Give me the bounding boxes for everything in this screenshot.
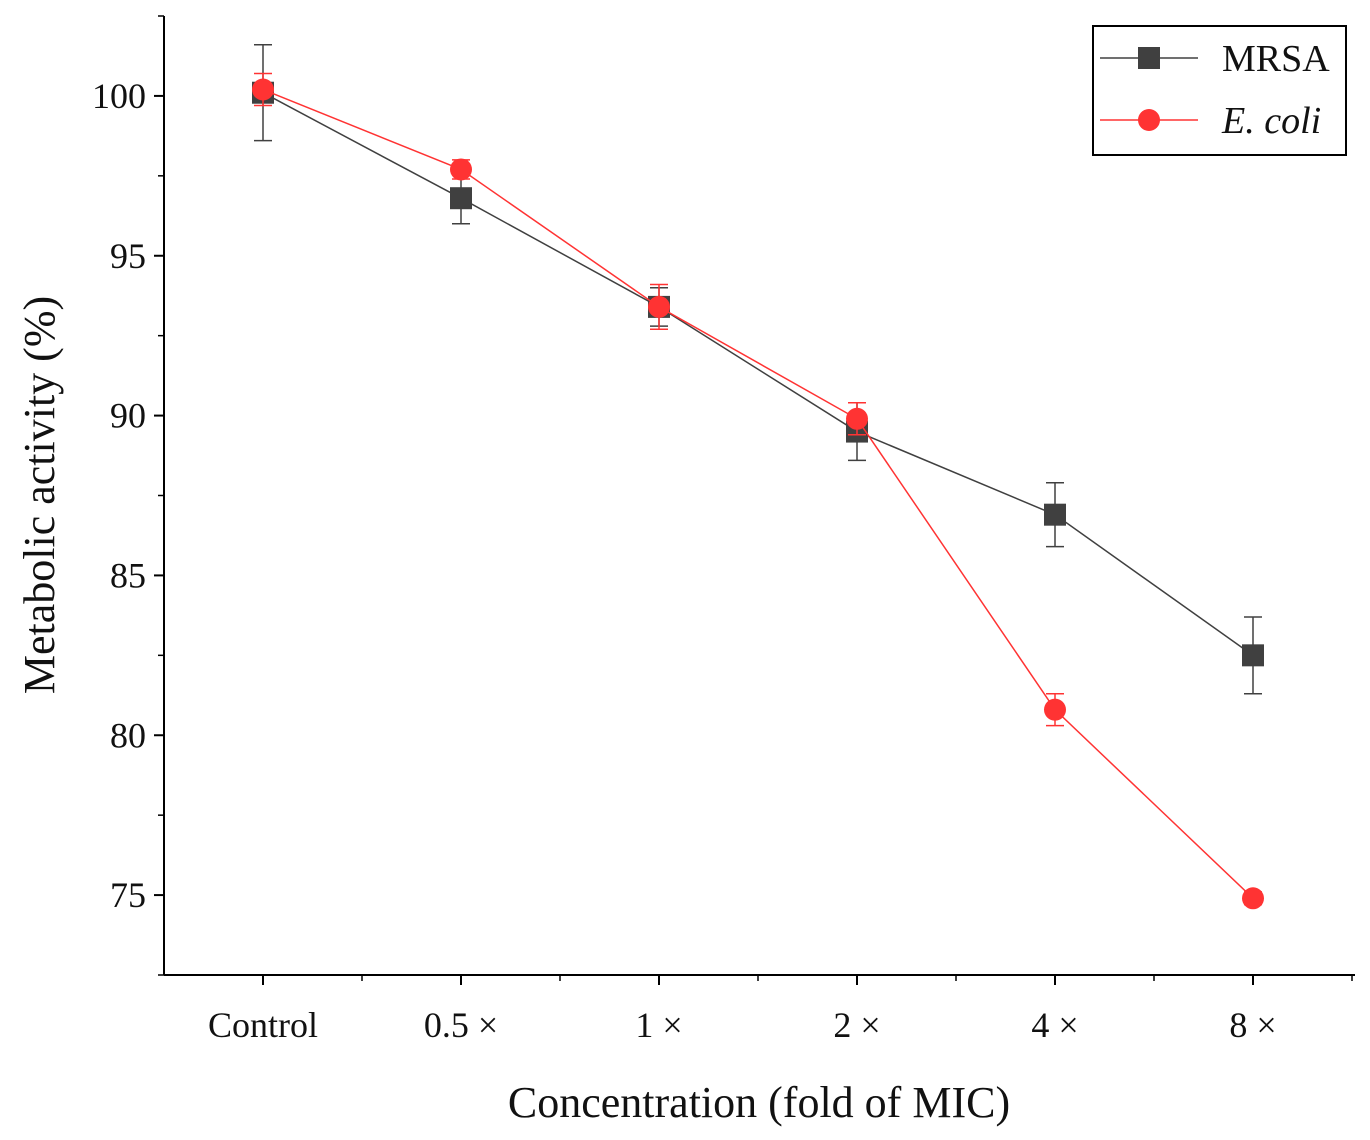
- x-tick-label: 1 ×: [635, 1005, 682, 1045]
- y-axis: 75 80 85 90 95 100: [92, 15, 164, 976]
- data-point: [648, 295, 670, 318]
- y-axis-title: Metabolic activity (%): [15, 296, 64, 694]
- legend-marker: [1138, 109, 1160, 131]
- legend-item-0: MRSA: [1100, 38, 1330, 80]
- data-point: [450, 187, 472, 210]
- legend-box: [1092, 25, 1347, 156]
- y-tick-label: 95: [110, 236, 146, 276]
- series-line: [262, 88, 1254, 899]
- series-1: [252, 72, 1264, 910]
- legend-label: MRSA: [1222, 38, 1330, 80]
- x-tick-label: 8 ×: [1229, 1005, 1276, 1045]
- data-point: [450, 158, 472, 181]
- x-tick-label: Control: [208, 1005, 318, 1045]
- data-point: [1044, 698, 1066, 721]
- series-line: [262, 92, 1254, 656]
- y-tick-label: 85: [110, 555, 146, 595]
- data-point: [252, 78, 274, 101]
- x-tick-label: 2 ×: [833, 1005, 880, 1045]
- x-axis: Control 0.5 × 1 × 2 × 4 × 8 ×: [208, 975, 1353, 1045]
- legend: MRSA E. coli: [1092, 25, 1347, 156]
- data-point: [1242, 644, 1264, 667]
- data-point: [1044, 503, 1066, 526]
- x-tick-label: 4 ×: [1031, 1005, 1078, 1045]
- legend-label: E. coli: [1221, 100, 1321, 142]
- data-point: [1242, 887, 1264, 910]
- x-axis-title: Concentration (fold of MIC): [508, 1078, 1010, 1127]
- legend-marker: [1138, 47, 1160, 69]
- x-tick-label: 0.5 ×: [424, 1005, 498, 1045]
- series-layer: [252, 44, 1264, 910]
- y-tick-label: 75: [110, 875, 146, 915]
- y-tick-label: 80: [110, 715, 146, 755]
- y-tick-label: 100: [92, 76, 146, 116]
- legend-item-1: E. coli: [1100, 100, 1321, 142]
- data-point: [846, 407, 868, 430]
- y-tick-label: 90: [110, 396, 146, 436]
- plot-frame: [163, 16, 1355, 976]
